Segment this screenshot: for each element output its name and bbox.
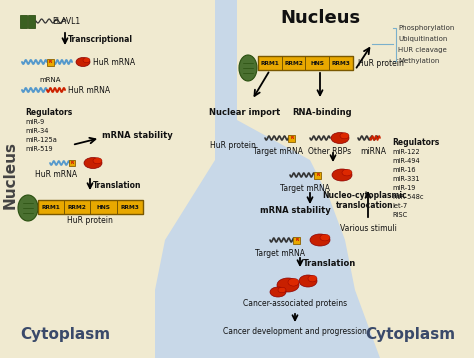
Text: R: R [295,238,299,242]
Text: miR-331: miR-331 [392,176,419,182]
Text: Cytoplasm: Cytoplasm [20,328,110,343]
Ellipse shape [342,169,352,176]
Text: R: R [291,136,293,140]
Text: HuR protein: HuR protein [358,58,404,68]
Text: miR-16: miR-16 [392,167,416,173]
Text: RRM1: RRM1 [42,204,61,209]
Text: Target mRNA: Target mRNA [253,146,303,155]
Text: HNS: HNS [310,61,324,66]
Text: mRNA stability: mRNA stability [260,205,330,214]
Text: RRM2: RRM2 [68,204,87,209]
Text: miR-125a: miR-125a [25,137,57,143]
Text: RRM1: RRM1 [260,61,279,66]
Text: HuR protein: HuR protein [67,216,113,224]
Text: miR-548c: miR-548c [392,194,423,200]
Text: miR-34: miR-34 [25,128,48,134]
Ellipse shape [270,287,286,297]
Text: R: R [71,161,73,165]
Text: Nucleus: Nucleus [280,9,360,27]
Ellipse shape [84,158,102,169]
FancyBboxPatch shape [306,56,329,70]
Text: RRM3: RRM3 [332,61,351,66]
Text: R: R [317,173,319,177]
Text: Translation: Translation [303,258,356,267]
Text: miRNA: miRNA [360,146,386,155]
Text: RRM2: RRM2 [284,61,303,66]
Text: Regulators: Regulators [392,137,439,146]
Text: Methylation: Methylation [398,58,439,64]
Text: let-7: let-7 [392,203,407,209]
Text: Other RBPs: Other RBPs [309,146,352,155]
Ellipse shape [277,278,299,292]
FancyBboxPatch shape [38,200,64,214]
Text: Various stimuli: Various stimuli [339,223,396,232]
Text: RRM3: RRM3 [120,204,139,209]
Text: Translation: Translation [93,180,142,189]
Ellipse shape [76,58,90,67]
FancyBboxPatch shape [293,237,301,243]
Ellipse shape [310,234,330,246]
Text: HNS: HNS [97,204,110,209]
Text: RNA-binding: RNA-binding [292,107,352,116]
FancyBboxPatch shape [46,58,54,66]
FancyBboxPatch shape [315,171,321,179]
Ellipse shape [331,132,349,144]
FancyBboxPatch shape [27,15,35,28]
Polygon shape [237,0,474,358]
Text: Ubiquitination: Ubiquitination [398,36,447,42]
Ellipse shape [332,169,352,181]
Ellipse shape [239,55,257,81]
Text: miR-494: miR-494 [392,158,420,164]
Text: Regulators: Regulators [25,107,72,116]
FancyBboxPatch shape [64,200,91,214]
FancyBboxPatch shape [329,56,353,70]
Text: HuR protein: HuR protein [210,140,256,150]
Polygon shape [0,0,215,358]
Text: miR-9: miR-9 [25,119,44,125]
Text: HuR mRNA: HuR mRNA [35,169,77,179]
FancyBboxPatch shape [91,200,117,214]
Ellipse shape [278,287,286,293]
Text: Target mRNA: Target mRNA [280,184,330,193]
FancyBboxPatch shape [117,200,143,214]
FancyBboxPatch shape [289,135,295,141]
FancyBboxPatch shape [258,56,282,70]
Ellipse shape [299,275,317,287]
Text: HUR cleavage: HUR cleavage [398,47,447,53]
Ellipse shape [288,279,299,286]
Text: ELAVL1: ELAVL1 [52,16,80,25]
Text: Cytoplasm: Cytoplasm [365,328,455,343]
Text: Nucleus: Nucleus [2,141,18,209]
Text: mRNA stability: mRNA stability [102,131,173,140]
Text: RISC: RISC [392,212,407,218]
Text: Transcriptional: Transcriptional [68,34,133,44]
Text: miR-519: miR-519 [25,146,53,152]
Text: miR-122: miR-122 [392,149,420,155]
Ellipse shape [308,275,317,282]
Text: Cancer-associated proteins: Cancer-associated proteins [243,299,347,308]
Text: HuR mRNA: HuR mRNA [68,86,110,95]
Text: miR-19: miR-19 [392,185,415,191]
Text: translocation: translocation [336,200,394,209]
Text: Target mRNA: Target mRNA [255,248,305,257]
Ellipse shape [93,158,102,164]
FancyBboxPatch shape [19,15,27,28]
Text: Phosphorylation: Phosphorylation [398,25,455,31]
Ellipse shape [320,234,330,241]
Text: HuR mRNA: HuR mRNA [93,58,135,67]
Text: mRNA: mRNA [39,77,61,83]
Text: R: R [48,60,52,64]
FancyBboxPatch shape [69,160,75,166]
Text: Nucleo-cytoplasmic: Nucleo-cytoplasmic [323,190,407,199]
Ellipse shape [83,58,90,63]
Ellipse shape [340,133,349,139]
Text: Cancer development and progression: Cancer development and progression [223,328,367,337]
FancyBboxPatch shape [282,56,306,70]
Text: Nuclear import: Nuclear import [210,107,281,116]
Ellipse shape [18,195,38,221]
